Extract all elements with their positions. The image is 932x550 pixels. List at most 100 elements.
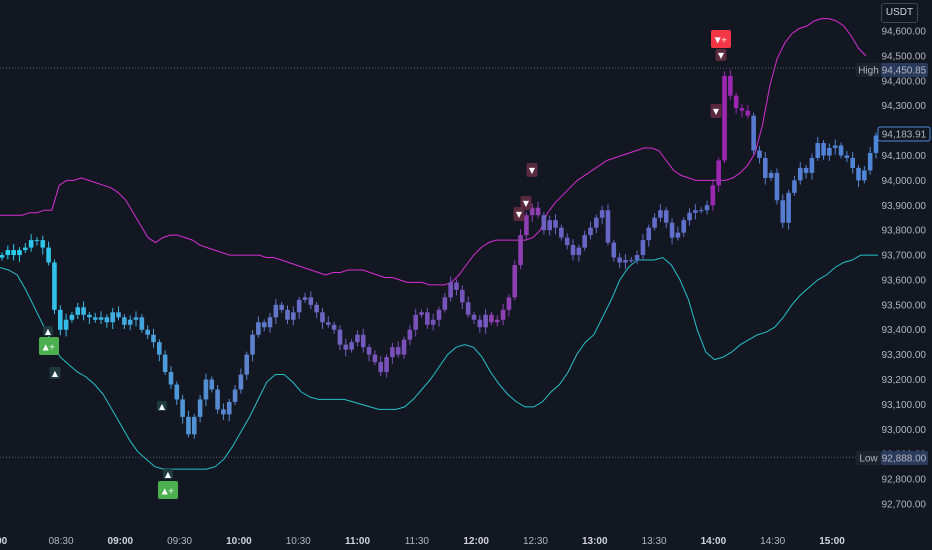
candle <box>774 168 780 205</box>
candle <box>57 305 63 336</box>
candle <box>110 307 116 329</box>
candle <box>250 330 255 362</box>
time-tick-label: 12:00 <box>463 536 489 547</box>
candle <box>483 308 488 334</box>
candle <box>331 321 337 334</box>
buy-signal-3: ▲ <box>157 401 167 411</box>
candle <box>745 104 751 119</box>
candle <box>285 305 290 325</box>
candle <box>378 356 384 377</box>
candle <box>477 315 483 333</box>
candle <box>640 234 646 261</box>
price-tick-label: 94,300.00 <box>882 101 927 112</box>
candle <box>349 339 354 353</box>
candle <box>652 213 657 231</box>
candle <box>395 341 401 358</box>
candle <box>425 307 430 329</box>
sell-signal-1-label: ▼ <box>529 166 536 175</box>
candle <box>634 250 640 265</box>
candle <box>786 189 791 230</box>
candle <box>524 212 529 241</box>
candle <box>867 147 873 175</box>
candle <box>803 164 809 179</box>
candle <box>343 338 349 357</box>
candle <box>186 410 191 438</box>
candle <box>535 201 541 219</box>
buy-signal-2-label: ▲ <box>45 327 52 336</box>
candle <box>11 244 16 261</box>
candle <box>256 316 261 338</box>
candle <box>360 328 366 353</box>
strong-sell-signal-label: ▼+ <box>715 36 728 45</box>
candle <box>308 291 314 310</box>
candle <box>168 366 174 389</box>
price-tick-label: 94,500.00 <box>882 51 927 62</box>
candle <box>34 237 40 246</box>
price-tick-label: 92,800.00 <box>882 475 927 486</box>
price-tick-label: 93,400.00 <box>882 325 927 336</box>
price-tick-label: 93,000.00 <box>882 425 927 436</box>
candle <box>337 325 343 351</box>
candle <box>646 224 652 247</box>
candle <box>704 200 710 215</box>
candle <box>605 204 611 246</box>
candle <box>733 92 739 114</box>
candle <box>611 239 617 262</box>
candle <box>751 112 756 155</box>
candle <box>832 139 838 155</box>
candle <box>442 292 448 313</box>
candle <box>267 312 273 333</box>
time-tick-label-clipped: :00 <box>0 536 8 547</box>
candle <box>325 316 331 328</box>
candle <box>69 311 75 323</box>
sell-signal-5-label: ▼ <box>718 51 725 60</box>
candle <box>710 179 716 211</box>
candle <box>623 254 628 270</box>
time-tick-label: 14:30 <box>760 536 785 547</box>
strong-buy-signal-1-label: ▲+ <box>43 343 56 352</box>
candle <box>221 403 226 420</box>
candle <box>529 203 535 222</box>
buy-signal-2: ▲ <box>43 326 53 336</box>
candle <box>762 151 768 185</box>
candle <box>594 214 599 234</box>
low-tag: Low 92,888.00 <box>856 451 928 465</box>
time-tick-label: 15:00 <box>819 536 845 547</box>
buy-signal-1: ▲ <box>49 367 61 379</box>
price-tick-label: 93,300.00 <box>882 350 927 361</box>
candle <box>559 224 564 241</box>
buy-signal-3-label: ▲ <box>159 402 166 411</box>
time-tick-label: 10:00 <box>226 536 252 547</box>
candle <box>500 303 506 326</box>
currency-selector-button[interactable]: USDT <box>881 3 918 23</box>
price-tick-label: 93,600.00 <box>882 275 927 286</box>
candle <box>465 296 471 318</box>
candle <box>436 306 442 327</box>
signal-markers: ▲+▲+▼+▲▲▲▲▼▼▼▼▼ <box>39 30 731 499</box>
price-tick-label: 92,700.00 <box>882 500 927 511</box>
last-price-tag: 94,183.91 <box>877 126 931 142</box>
time-axis[interactable]: 08:30 09:00 09:30 10:00 10:30 11:00 11:30 12:00… <box>0 536 845 547</box>
price-tick-label: 93,800.00 <box>882 226 927 237</box>
candle <box>413 308 418 337</box>
candle <box>739 103 745 118</box>
candle <box>821 140 826 160</box>
price-tags: High 94,450.85 94,183.91 Low 92,888.00 <box>856 63 931 465</box>
candle <box>261 319 267 332</box>
sell-signal-1: ▼ <box>526 163 538 177</box>
price-tick-label: 93,900.00 <box>882 201 927 212</box>
candle <box>669 218 675 245</box>
low-tag-label: Low <box>859 454 878 465</box>
candle <box>5 245 11 260</box>
candle <box>127 315 133 331</box>
lower-bollinger-band <box>0 254 878 470</box>
price-axis[interactable]: 94,600.0094,500.0094,400.0094,300.0094,2… <box>882 27 927 511</box>
candle <box>844 150 850 163</box>
sell-signal-5: ▼ <box>715 49 727 61</box>
candle <box>46 241 51 266</box>
price-tick-label: 94,600.00 <box>882 27 927 38</box>
candle <box>145 325 150 339</box>
candle <box>302 292 308 303</box>
candle <box>384 354 389 378</box>
